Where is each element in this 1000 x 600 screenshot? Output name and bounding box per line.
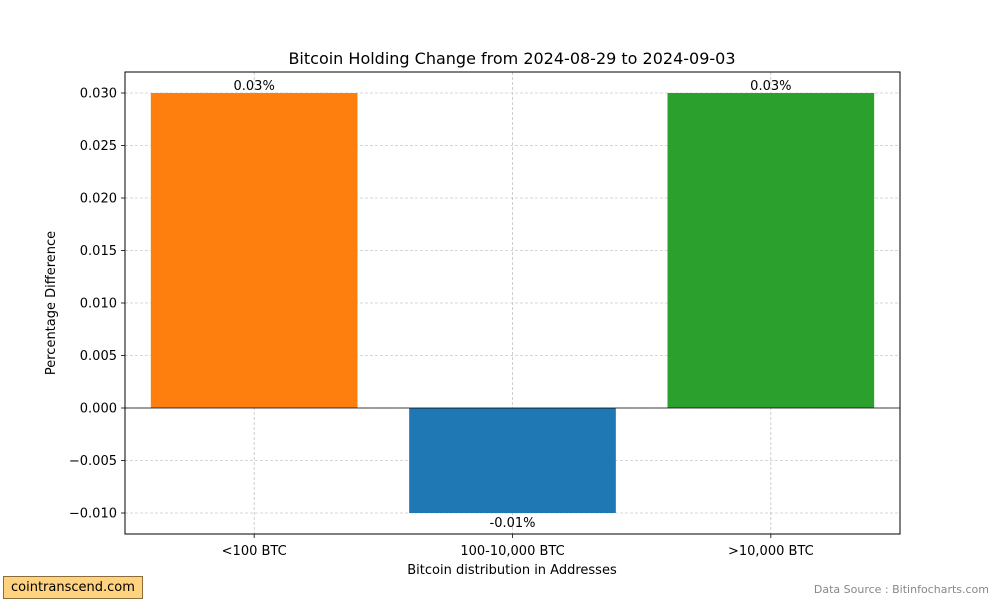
y-axis-label: Percentage Difference [44,231,59,375]
bar [667,93,875,408]
data-source-note: Data Source : Bitinfocharts.com [813,583,989,596]
y-tick-label: 0.015 [80,244,117,259]
y-tick-label: 0.005 [80,349,117,364]
bar-data-label: 0.03% [234,79,275,94]
bars [150,93,875,513]
x-axis-ticks: <100 BTC 100-10,000 BTC >10,000 BTC [222,534,814,559]
x-tick-label: >10,000 BTC [728,544,814,559]
x-tick-label: <100 BTC [222,544,287,559]
bar-data-label: -0.01% [490,516,536,531]
bar-data-label: 0.03% [750,79,791,94]
y-axis-ticks: −0.010 −0.005 0.000 0.005 0.010 0.015 0.020 0.0… [69,87,125,522]
site-watermark: cointranscend.com [3,576,143,599]
y-tick-label: 0.020 [80,192,117,207]
chart-title: Bitcoin Holding Change from 2024-08-29 t… [288,49,735,68]
y-tick-label: 0.025 [80,139,117,154]
y-tick-label: 0.030 [80,87,117,102]
x-tick-label: 100-10,000 BTC [460,544,564,559]
y-tick-label: 0.010 [80,297,117,312]
y-tick-label: −0.010 [69,507,117,522]
x-axis-label: Bitcoin distribution in Addresses [407,563,617,578]
bar [409,408,616,513]
y-tick-label: −0.005 [69,454,117,469]
bar [150,93,358,408]
data-labels: 0.03% -0.01% 0.03% [234,79,792,531]
y-tick-label: 0.000 [80,402,117,417]
